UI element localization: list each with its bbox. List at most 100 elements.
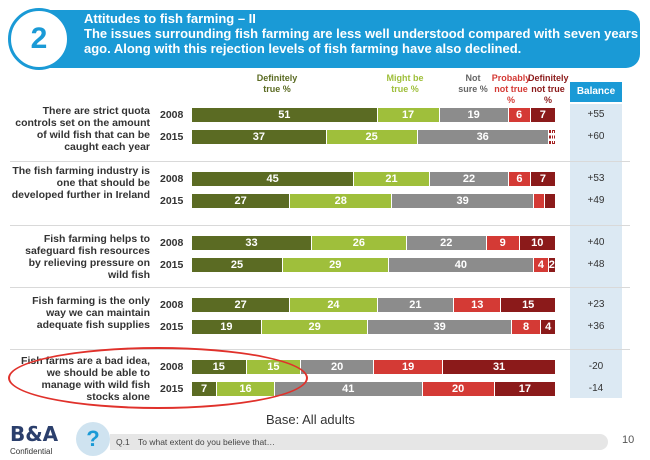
stacked-bar: 45 21 22 6 7	[192, 172, 556, 186]
bar-segment: 29	[261, 320, 368, 334]
bar-segment: 24	[290, 298, 377, 312]
year-label: 2008	[160, 173, 184, 185]
year-label: 2008	[160, 237, 184, 249]
bar-segment: 19	[439, 108, 508, 122]
bar-segment: 20	[301, 360, 373, 374]
bar-segment: 29	[283, 258, 388, 272]
bar-segment: 36	[417, 130, 548, 144]
slide-header: 2 Attitudes to fish farming – II The iss…	[8, 2, 640, 70]
group-separator	[10, 287, 630, 288]
balance-value: +49	[587, 195, 605, 206]
bar-segment: 13	[454, 298, 501, 312]
column-header-2: Might be true %	[386, 73, 424, 94]
bar-segment: 25	[192, 258, 282, 272]
bar-segment: 40	[388, 258, 534, 272]
bar-segment: 4	[534, 258, 548, 272]
balance-value: +55	[587, 109, 605, 120]
bar-segment: 27	[192, 298, 290, 312]
bar-segment: 45	[192, 172, 354, 186]
bar-segment: 28	[290, 194, 392, 208]
stacked-bar: 27 24 21 13 15	[192, 298, 556, 312]
title-line-1: Attitudes to fish farming – II	[84, 11, 256, 26]
year-label: 2015	[160, 131, 184, 143]
slide-title: Attitudes to fish farming – II The issue…	[84, 11, 640, 56]
stacked-bar: 51 17 19 6 7	[192, 108, 556, 122]
bar-segment	[548, 130, 552, 144]
footer: B&A Confidential ? Q.1 To what extent do…	[10, 420, 634, 458]
balance-value: +40	[587, 237, 605, 248]
company-logo: B&A	[10, 422, 59, 446]
bar-segment: 33	[192, 236, 312, 250]
bar-segment: 15	[501, 298, 555, 312]
bar-segment: 6	[508, 108, 530, 122]
bar-segment	[545, 194, 555, 208]
page-number: 10	[622, 434, 635, 446]
column-header-4: Probably not true %	[491, 73, 531, 105]
question-bar	[110, 434, 608, 450]
bar-segment: 2	[548, 258, 555, 272]
bar-segment: 19	[374, 360, 443, 374]
stacked-bar: 27 28 39	[192, 194, 556, 208]
bar-segment: 22	[406, 236, 486, 250]
question-number: Q.1	[116, 437, 130, 447]
bar-segment: 25	[326, 130, 417, 144]
bar-segment: 27	[192, 194, 290, 208]
bar-segment: 39	[392, 194, 534, 208]
question-mark-icon: ?	[76, 422, 110, 456]
confidential-label: Confidential	[10, 447, 53, 456]
bar-segment: 31	[443, 360, 555, 374]
year-label: 2015	[160, 259, 184, 271]
group-separator	[10, 349, 630, 350]
bar-segment: 22	[429, 172, 509, 186]
bar-segment: 8	[511, 320, 541, 334]
bar-segment: 4	[541, 320, 555, 334]
stacked-bar: 25 29 40 4 2	[192, 258, 556, 272]
statement-label-4: Fish farming is the only way we can main…	[32, 295, 150, 331]
balance-value: -20	[588, 361, 604, 372]
statement-label-2: The fish farming industry is one that sh…	[11, 165, 150, 201]
balance-column	[570, 104, 622, 398]
group-separator	[10, 161, 630, 162]
balance-value: +60	[587, 131, 605, 142]
bar-segment	[534, 194, 545, 208]
balance-value: +36	[587, 321, 605, 332]
statement-label-1: There are strict quota controls set on t…	[15, 105, 150, 153]
base-note: Base: All adults	[266, 412, 355, 427]
stacked-bar: 33 26 22 9 10	[192, 236, 556, 250]
bar-segment: 51	[192, 108, 377, 122]
bar-segment: 6	[509, 172, 530, 186]
bar-segment: 17	[494, 382, 555, 396]
stacked-bar: 19 29 39 8 4	[192, 320, 556, 334]
highlight-ellipse	[8, 347, 308, 409]
bar-segment: 7	[530, 172, 555, 186]
balance-value: -14	[588, 383, 604, 394]
title-line-2: The issues surrounding fish farming are …	[84, 26, 639, 56]
balance-header: Balance	[570, 82, 622, 102]
year-label: 2008	[160, 299, 184, 311]
bar-segment: 21	[377, 298, 454, 312]
bar-segment: 7	[530, 108, 555, 122]
bar-segment: 19	[192, 320, 261, 334]
bar-segment: 9	[486, 236, 519, 250]
bar-segment: 37	[192, 130, 326, 144]
bar-segment: 26	[312, 236, 406, 250]
header-band	[36, 10, 640, 68]
year-label: 2015	[160, 195, 184, 207]
column-header-1: Definitely true %	[256, 73, 298, 94]
column-header-5: Definitely not true %	[528, 73, 569, 105]
balance-value: +23	[587, 299, 605, 310]
bar-segment: 41	[274, 382, 422, 396]
year-label: 2008	[160, 109, 184, 121]
bar-segment: 17	[377, 108, 439, 122]
group-separator	[10, 225, 630, 226]
bar-segment: 20	[422, 382, 494, 396]
bar-segment: 39	[368, 320, 511, 334]
bar-segment: 10	[519, 236, 555, 250]
stacked-bar: 37 25 36	[192, 130, 556, 144]
balance-value: +53	[587, 173, 605, 184]
statement-label-3: Fish farming helps to safeguard fish res…	[25, 233, 150, 281]
bar-segment: 21	[354, 172, 429, 186]
bar-segment	[552, 130, 555, 144]
column-header-3: Not sure %	[458, 73, 488, 94]
balance-value: +48	[587, 259, 605, 270]
